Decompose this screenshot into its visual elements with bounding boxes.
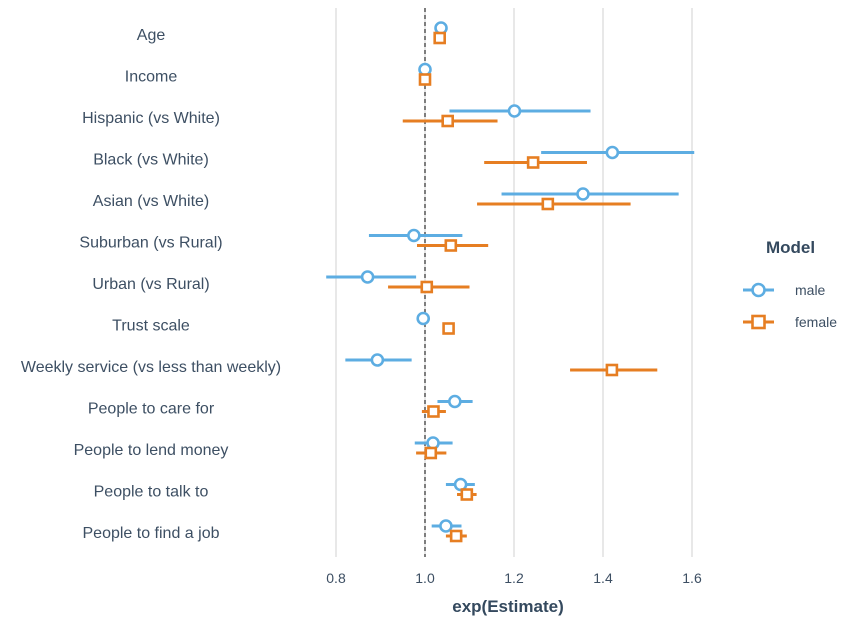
female-point xyxy=(449,529,463,543)
x-axis-title: exp(Estimate) xyxy=(452,597,563,616)
legend-title: Model xyxy=(766,238,815,257)
term-label: Urban (vs Rural) xyxy=(92,276,209,293)
term-labels: Age Income Hispanic (vs White) Black (vs Wh… xyxy=(21,27,281,542)
female-point xyxy=(427,405,440,418)
male-point xyxy=(507,104,522,118)
term-label: Trust scale xyxy=(112,318,190,335)
female-point xyxy=(444,239,458,252)
x-tick-label: 1.2 xyxy=(504,570,524,586)
female-point xyxy=(418,73,432,86)
male-point xyxy=(605,145,620,160)
female-point xyxy=(541,197,555,211)
female-point xyxy=(441,114,454,128)
term-label: Weekly service (vs less than weekly) xyxy=(21,359,281,376)
legend-items: male female xyxy=(743,282,837,330)
female-point xyxy=(605,363,619,377)
legend: Model male female xyxy=(743,238,837,330)
series-marks xyxy=(326,21,695,543)
male-point xyxy=(407,228,421,243)
male-point xyxy=(448,394,462,409)
term-label: Age xyxy=(137,27,166,44)
male-point xyxy=(576,187,590,201)
legend-female-label: female xyxy=(795,314,837,330)
term-label: People to lend money xyxy=(74,442,229,459)
gridlines xyxy=(335,8,693,557)
term-label: Black (vs White) xyxy=(93,152,209,169)
term-label: Hispanic (vs White) xyxy=(82,110,220,127)
x-tick-label: 1.4 xyxy=(593,570,613,586)
female-point xyxy=(424,446,438,460)
term-label: Suburban (vs Rural) xyxy=(79,235,222,252)
term-label: Income xyxy=(125,69,178,86)
x-tick-labels: 0.8 1.0 1.2 1.4 1.6 xyxy=(326,570,702,586)
female-point xyxy=(433,31,446,45)
male-point xyxy=(370,353,385,367)
female-point xyxy=(526,156,540,169)
series-female xyxy=(388,31,658,543)
term-label: Asian (vs White) xyxy=(93,193,209,210)
male-point xyxy=(416,311,431,326)
term-label: People to find a job xyxy=(83,525,220,542)
series-male xyxy=(326,21,695,533)
term-label: People to care for xyxy=(88,401,215,418)
legend-male-marker xyxy=(751,282,766,298)
x-tick-label: 1.0 xyxy=(415,570,435,586)
x-tick-label: 1.6 xyxy=(682,570,702,586)
male-point xyxy=(439,519,453,533)
female-point xyxy=(420,280,434,294)
female-point xyxy=(442,322,455,335)
x-tick-label: 0.8 xyxy=(326,570,346,586)
legend-female-marker xyxy=(751,314,766,330)
male-point xyxy=(360,270,375,284)
female-point xyxy=(460,488,474,501)
term-label: People to talk to xyxy=(94,484,209,501)
legend-male-label: male xyxy=(795,282,826,298)
